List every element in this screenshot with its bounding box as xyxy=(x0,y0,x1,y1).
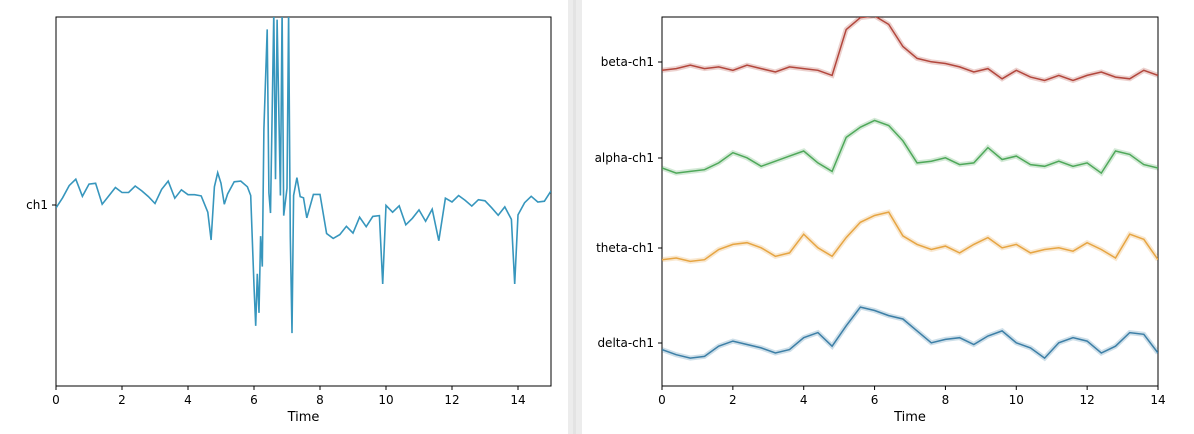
x-tick-label: 8 xyxy=(316,393,324,407)
series-line-ch1 xyxy=(56,17,551,334)
x-tick-label: 6 xyxy=(250,393,258,407)
eeg-bands-chart: 0 2 4 6 8 10 12 14 Time beta-ch1 alpha-ch1 theta-ch… xyxy=(595,16,1166,425)
series-line-theta-ch1 xyxy=(662,211,1158,263)
series-line-beta-ch1 xyxy=(662,17,1158,82)
series-band-delta-ch1 xyxy=(662,304,1158,362)
series-band-beta-ch1 xyxy=(662,17,1158,84)
right-panel: 0 2 4 6 8 10 12 14 Time beta-ch1 alpha-ch1 theta-ch… xyxy=(582,0,1194,434)
series-band-alpha-ch1 xyxy=(662,117,1158,177)
x-tick-label: 4 xyxy=(184,393,192,407)
panel-splitter-handle[interactable] xyxy=(573,0,576,434)
y-tick-label: alpha-ch1 xyxy=(595,151,654,165)
y-tick-label: theta-ch1 xyxy=(596,241,654,255)
y-tick-label: delta-ch1 xyxy=(597,336,654,350)
x-tick-label: 14 xyxy=(510,393,525,407)
y-tick-label: beta-ch1 xyxy=(601,55,654,69)
x-tick-label: 2 xyxy=(729,393,737,407)
x-tick-label: 6 xyxy=(871,393,879,407)
series-line-delta-ch1 xyxy=(662,306,1158,360)
plot-frame xyxy=(55,16,552,387)
left-panel: 0 2 4 6 8 10 12 14 Time ch1 xyxy=(0,0,568,434)
y-tick-label: ch1 xyxy=(26,198,48,212)
x-axis-label: Time xyxy=(893,410,926,425)
x-tick-label: 2 xyxy=(118,393,126,407)
x-tick-label: 8 xyxy=(942,393,950,407)
series-line-alpha-ch1 xyxy=(662,119,1158,175)
series-band-theta-ch1 xyxy=(662,209,1158,264)
x-tick-label: 0 xyxy=(52,393,60,407)
x-axis-label: Time xyxy=(287,410,320,425)
x-tick-label: 12 xyxy=(1080,393,1095,407)
x-tick-label: 10 xyxy=(378,393,393,407)
x-tick-label: 4 xyxy=(800,393,808,407)
x-tick-label: 0 xyxy=(658,393,666,407)
plot-frame xyxy=(661,16,1159,387)
x-tick-label: 12 xyxy=(444,393,459,407)
x-tick-label: 10 xyxy=(1009,393,1024,407)
x-tick-label: 14 xyxy=(1150,393,1165,407)
eeg-raw-chart: 0 2 4 6 8 10 12 14 Time ch1 xyxy=(26,16,552,425)
